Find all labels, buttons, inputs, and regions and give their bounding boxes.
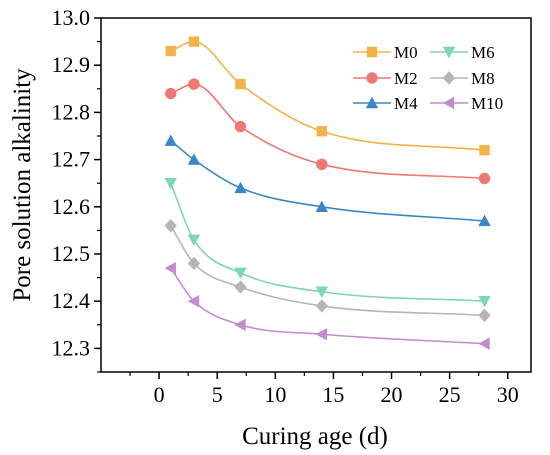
- x-tick-label: 25: [439, 382, 461, 407]
- data-point-m6: [187, 234, 201, 247]
- data-point-m6: [315, 286, 329, 298]
- legend-item-m8: M8: [430, 69, 495, 88]
- x-tick-label: 0: [154, 382, 165, 407]
- y-tick-label: 12.7: [52, 147, 91, 172]
- data-point-m4: [187, 153, 201, 165]
- legend-marker-m4: [365, 96, 379, 109]
- data-point-m6: [234, 267, 247, 280]
- series-line-m8: [170, 225, 485, 317]
- legend-label-m10: M10: [471, 94, 503, 113]
- y-tick-label: 12.6: [52, 194, 91, 219]
- legend-marker-m2: [366, 72, 378, 84]
- legend-item-m4: M4: [353, 94, 418, 113]
- series-line-m6: [169, 182, 485, 302]
- legend-marker-m8: [442, 71, 456, 85]
- data-point-m4: [315, 200, 329, 212]
- data-point-m0: [479, 144, 490, 156]
- data-point-m10: [234, 318, 246, 331]
- plot-frame: [100, 17, 532, 373]
- data-point-m10: [315, 328, 328, 341]
- data-point-m2: [188, 78, 200, 90]
- series-line-m10: [170, 267, 485, 345]
- series-m6: [164, 178, 491, 308]
- legend-label-m6: M6: [471, 43, 495, 62]
- data-point-m2: [316, 158, 328, 171]
- y-axis-label: Pore solution alkalinity: [9, 68, 36, 302]
- data-point-m8: [187, 256, 201, 271]
- series-line-m0: [170, 40, 485, 151]
- series-m8: [164, 218, 491, 323]
- legend-label-m2: M2: [394, 69, 418, 88]
- data-point-m10: [478, 337, 490, 350]
- legend-item-m6: M6: [430, 43, 495, 62]
- y-tick-label: 12.5: [52, 241, 91, 266]
- data-point-m0: [235, 78, 246, 90]
- data-point-m10: [164, 261, 176, 275]
- data-point-m2: [165, 87, 177, 100]
- legend: M0 M6 M2 M8 M4 M10: [353, 43, 503, 113]
- data-point-m10: [187, 295, 200, 308]
- series-layer: [164, 36, 491, 350]
- data-point-m8: [478, 308, 491, 323]
- x-tick-label: 5: [212, 382, 223, 407]
- series-m0: [165, 36, 490, 156]
- y-tick-label: 12.4: [52, 288, 91, 313]
- legend-marker-m6: [442, 46, 456, 59]
- legend-marker-m0: [366, 46, 378, 58]
- series-line-m2: [170, 83, 485, 180]
- data-point-m0: [165, 45, 176, 57]
- data-point-m2: [234, 120, 247, 133]
- y-axis: 12.3 12.4 12.5 12.6 12.7 12.8 12.9 13.0: [52, 5, 101, 373]
- data-point-m4: [234, 181, 247, 194]
- x-tick-label: 10: [264, 382, 286, 407]
- x-axis: 0 5 10 15 20 25 30: [129, 372, 519, 407]
- y-tick-label: 12.9: [52, 52, 91, 77]
- legend-item-m0: M0: [353, 43, 418, 62]
- x-axis-label: Curing age (d): [242, 423, 388, 450]
- data-point-m8: [315, 299, 329, 313]
- x-tick-label: 20: [381, 382, 403, 407]
- legend-item-m2: M2: [353, 69, 418, 88]
- data-point-m8: [164, 218, 177, 233]
- series-m10: [164, 261, 490, 350]
- data-point-m0: [316, 126, 328, 137]
- legend-marker-m10: [442, 96, 455, 110]
- legend-label-m0: M0: [394, 43, 418, 62]
- data-point-m4: [478, 214, 491, 227]
- legend-label-m8: M8: [471, 69, 495, 88]
- data-point-m6: [164, 178, 177, 190]
- data-point-m6: [478, 296, 491, 308]
- series-m4: [164, 134, 491, 227]
- data-point-m8: [234, 280, 247, 294]
- plot-area-border: [100, 17, 532, 373]
- data-point-m2: [478, 172, 491, 185]
- x-tick-label: 15: [322, 382, 344, 407]
- y-tick-label: 13.0: [52, 5, 91, 30]
- data-point-m4: [164, 134, 177, 146]
- series-m2: [165, 78, 491, 185]
- legend-item-m10: M10: [430, 94, 503, 113]
- x-tick-label: 30: [497, 382, 519, 407]
- y-tick-label: 12.8: [52, 99, 91, 124]
- data-point-m0: [188, 36, 200, 47]
- series-line-m4: [170, 140, 485, 222]
- y-tick-label: 12.3: [52, 335, 91, 360]
- legend-label-m4: M4: [394, 94, 418, 113]
